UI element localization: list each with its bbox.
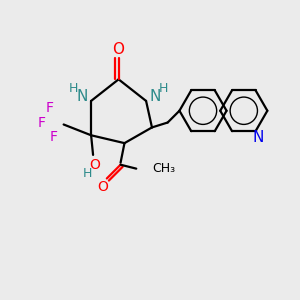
Text: O: O [98,180,108,194]
Text: H: H [82,167,92,180]
Text: N: N [253,130,264,145]
Text: CH₃: CH₃ [152,162,175,175]
Text: N: N [149,89,160,104]
Text: F: F [50,130,58,144]
Text: H: H [69,82,78,95]
Text: F: F [38,116,46,130]
Text: O: O [90,158,101,172]
Text: F: F [46,101,54,115]
Text: H: H [159,82,168,95]
Text: O: O [112,42,124,57]
Text: N: N [76,89,88,104]
